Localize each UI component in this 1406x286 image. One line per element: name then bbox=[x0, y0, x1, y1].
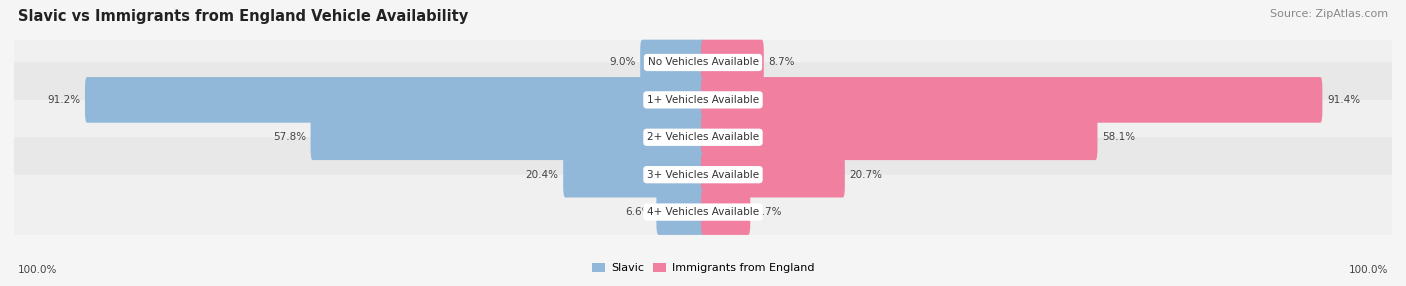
Text: Slavic vs Immigrants from England Vehicle Availability: Slavic vs Immigrants from England Vehicl… bbox=[18, 9, 468, 23]
Legend: Slavic, Immigrants from England: Slavic, Immigrants from England bbox=[588, 258, 818, 278]
FancyBboxPatch shape bbox=[702, 189, 751, 235]
FancyBboxPatch shape bbox=[702, 77, 1323, 123]
Text: 3+ Vehicles Available: 3+ Vehicles Available bbox=[647, 170, 759, 180]
Text: 20.7%: 20.7% bbox=[849, 170, 883, 180]
Text: 100.0%: 100.0% bbox=[1348, 265, 1388, 275]
Text: 8.7%: 8.7% bbox=[769, 57, 794, 67]
Text: 58.1%: 58.1% bbox=[1102, 132, 1135, 142]
Text: 20.4%: 20.4% bbox=[526, 170, 558, 180]
Text: 6.7%: 6.7% bbox=[755, 207, 782, 217]
Text: Source: ZipAtlas.com: Source: ZipAtlas.com bbox=[1270, 9, 1388, 19]
Text: 100.0%: 100.0% bbox=[18, 265, 58, 275]
Text: 91.2%: 91.2% bbox=[48, 95, 80, 105]
FancyBboxPatch shape bbox=[11, 100, 1395, 175]
FancyBboxPatch shape bbox=[702, 152, 845, 198]
FancyBboxPatch shape bbox=[640, 40, 704, 85]
FancyBboxPatch shape bbox=[702, 114, 1098, 160]
FancyBboxPatch shape bbox=[564, 152, 704, 198]
FancyBboxPatch shape bbox=[84, 77, 704, 123]
FancyBboxPatch shape bbox=[311, 114, 704, 160]
Text: 2+ Vehicles Available: 2+ Vehicles Available bbox=[647, 132, 759, 142]
FancyBboxPatch shape bbox=[11, 137, 1395, 212]
Text: 4+ Vehicles Available: 4+ Vehicles Available bbox=[647, 207, 759, 217]
Text: 1+ Vehicles Available: 1+ Vehicles Available bbox=[647, 95, 759, 105]
Text: 57.8%: 57.8% bbox=[273, 132, 307, 142]
FancyBboxPatch shape bbox=[657, 189, 704, 235]
FancyBboxPatch shape bbox=[702, 40, 763, 85]
Text: 6.6%: 6.6% bbox=[626, 207, 651, 217]
Text: No Vehicles Available: No Vehicles Available bbox=[648, 57, 758, 67]
FancyBboxPatch shape bbox=[11, 62, 1395, 137]
Text: 9.0%: 9.0% bbox=[609, 57, 636, 67]
FancyBboxPatch shape bbox=[11, 25, 1395, 100]
Text: 91.4%: 91.4% bbox=[1327, 95, 1360, 105]
FancyBboxPatch shape bbox=[11, 175, 1395, 249]
